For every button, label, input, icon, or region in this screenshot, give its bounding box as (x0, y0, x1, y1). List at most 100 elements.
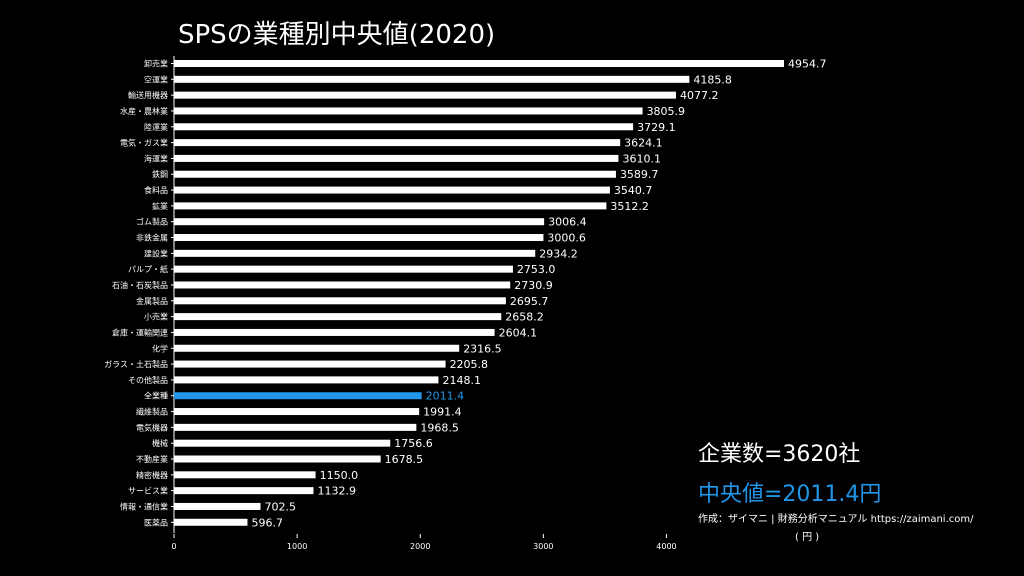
value-label: 596.7 (251, 516, 282, 529)
bar (174, 439, 391, 447)
bar (174, 487, 314, 495)
x-tick-label: 2000 (410, 542, 430, 551)
bar (174, 91, 676, 99)
bar (174, 502, 261, 510)
bar (174, 376, 439, 384)
bar (174, 186, 610, 194)
category-label: 情報・通信業 (120, 501, 168, 511)
category-label: 電気機器 (136, 422, 168, 432)
x-tick-label: 1000 (287, 542, 307, 551)
category-label: 陸運業 (144, 122, 168, 132)
category-label: 海運業 (144, 153, 168, 163)
bar (174, 218, 545, 226)
category-label: 食料品 (144, 185, 168, 195)
value-label: 2658.2 (505, 311, 543, 324)
value-label: 4185.8 (693, 73, 732, 86)
company-count-label: 企業数=3620社 (698, 442, 861, 467)
category-label: 倉庫・運輸関連 (112, 327, 168, 337)
credit-text: 作成：ザイマニ | 財務分析マニュアル https://zaimani.com/ (698, 514, 974, 525)
value-label: 4077.2 (680, 89, 719, 102)
value-label: 1678.5 (385, 453, 424, 466)
value-label: 2753.0 (517, 263, 556, 276)
value-label: 1991.4 (423, 406, 462, 419)
category-label: 金属製品 (136, 296, 168, 306)
bar (174, 313, 502, 321)
category-label: 鉱業 (152, 201, 168, 211)
bar (174, 281, 511, 289)
category-label: 石油・石炭製品 (112, 280, 168, 290)
bar (174, 139, 621, 147)
bar (174, 265, 513, 273)
x-tick-label: 3000 (533, 542, 553, 551)
category-label: 電気・ガス業 (120, 138, 168, 148)
value-label: 1150.0 (320, 469, 359, 482)
category-label: 小売業 (144, 312, 168, 322)
median-label: 中央値=2011.4円 (698, 482, 882, 507)
bar (174, 344, 460, 352)
bar (174, 328, 495, 336)
category-label: 繊維製品 (136, 407, 168, 417)
value-label: 3000.6 (547, 232, 586, 245)
category-label: 全業種 (144, 391, 168, 401)
value-label: 1756.6 (394, 437, 433, 450)
bar (174, 170, 616, 178)
value-label: 3805.9 (647, 105, 686, 118)
bar (174, 75, 690, 83)
category-label: 水産・農林業 (120, 106, 168, 116)
category-label: ゴム製品 (136, 217, 168, 227)
category-label: 医薬品 (144, 517, 168, 527)
bar (174, 408, 420, 416)
bar (174, 123, 634, 131)
axis-unit-label: ( 円 ) (795, 532, 820, 543)
summary-box: 企業数=3620社 中央値=2011.4円 (698, 436, 881, 508)
bar (174, 423, 417, 431)
category-label: 卸売業 (144, 59, 168, 69)
value-label: 702.5 (264, 500, 296, 513)
bar (174, 360, 446, 368)
value-label: 2148.1 (442, 374, 481, 387)
bar (174, 249, 536, 257)
category-label: 不動産業 (136, 454, 168, 464)
bar (174, 60, 784, 67)
category-label: 化学 (152, 343, 168, 353)
value-label: 2011.4 (426, 390, 465, 403)
value-label: 3512.2 (610, 200, 649, 213)
category-label: その他製品 (128, 375, 168, 385)
value-label: 3610.1 (622, 152, 661, 165)
value-label: 4954.7 (788, 58, 827, 71)
value-label: 3006.4 (548, 216, 587, 229)
category-label: パルプ・紙 (128, 264, 168, 274)
value-label: 3589.7 (620, 168, 659, 181)
value-label: 2730.9 (514, 279, 553, 292)
category-label: 空運業 (144, 74, 168, 84)
category-label: 機械 (152, 438, 168, 448)
bar (174, 471, 316, 479)
category-label: 建設業 (144, 248, 168, 258)
value-label: 1968.5 (420, 421, 459, 434)
category-label: 鉄鋼 (152, 169, 168, 179)
value-label: 2205.8 (450, 358, 489, 371)
bar (174, 297, 506, 305)
value-label: 3729.1 (637, 121, 676, 134)
bar (174, 202, 607, 210)
bar (174, 234, 544, 242)
x-tick-label: 0 (171, 542, 176, 551)
bar (174, 518, 248, 526)
category-label: 輸送用機器 (128, 90, 168, 100)
value-label: 3624.1 (624, 137, 663, 150)
category-label: サービス業 (128, 486, 168, 496)
value-label: 2934.2 (539, 247, 578, 260)
x-tick-label: 4000 (656, 542, 676, 551)
category-label: 精密機器 (136, 470, 168, 480)
bar (174, 455, 381, 463)
value-label: 3540.7 (614, 184, 653, 197)
category-label: ガラス・土石製品 (104, 359, 168, 369)
page-title: SPSの業種別中央値(2020) (178, 20, 496, 50)
bar (174, 107, 643, 115)
value-label: 1132.9 (317, 485, 356, 498)
bar (174, 154, 619, 162)
category-label: 非鉄金属 (136, 233, 168, 243)
value-label: 2604.1 (499, 326, 537, 339)
bar-highlight (174, 392, 422, 400)
